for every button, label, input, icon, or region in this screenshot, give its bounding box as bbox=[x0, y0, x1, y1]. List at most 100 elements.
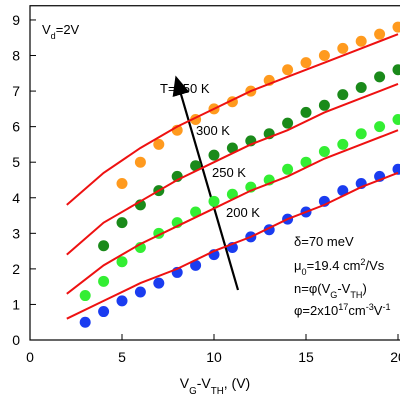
data-point bbox=[355, 82, 367, 94]
y-tick-label: 5 bbox=[12, 154, 20, 170]
plot-frame bbox=[29, 5, 400, 341]
y-tick-label: 8 bbox=[12, 48, 20, 64]
text-run: V bbox=[180, 375, 190, 391]
text-run: n=φ(V bbox=[294, 281, 331, 296]
fit-line bbox=[66, 83, 399, 256]
data-point bbox=[190, 160, 202, 172]
data-point bbox=[79, 316, 91, 328]
annotation: 200 K bbox=[226, 205, 260, 220]
data-point bbox=[226, 142, 238, 154]
data-point bbox=[116, 256, 128, 268]
data-point bbox=[116, 295, 128, 307]
subscript: G bbox=[189, 386, 197, 397]
data-point bbox=[300, 106, 312, 118]
data-point bbox=[337, 185, 349, 197]
superscript: 2 bbox=[360, 257, 365, 267]
data-point bbox=[392, 64, 400, 76]
x-tick-label: 5 bbox=[118, 349, 126, 365]
data-point bbox=[153, 138, 165, 150]
text-run: -V bbox=[337, 281, 350, 296]
subscript: TH bbox=[350, 290, 362, 300]
y-tick-label: 2 bbox=[12, 261, 20, 277]
data-point bbox=[337, 89, 349, 101]
data-point bbox=[282, 117, 294, 129]
text-run: =19.4 cm bbox=[307, 258, 361, 273]
data-point bbox=[208, 149, 220, 161]
text-run: μ bbox=[294, 258, 302, 273]
superscript: 17 bbox=[338, 302, 348, 312]
data-point bbox=[98, 306, 110, 318]
data-point bbox=[98, 275, 110, 287]
data-point bbox=[116, 217, 128, 229]
y-tick-label: 4 bbox=[12, 190, 20, 206]
text-run: -V bbox=[197, 375, 212, 391]
superscript: -3 bbox=[366, 302, 374, 312]
data-point bbox=[355, 35, 367, 47]
text-run: V bbox=[374, 303, 383, 318]
x-tick-label: 20 bbox=[390, 349, 400, 365]
data-point bbox=[134, 156, 146, 168]
data-point bbox=[392, 163, 400, 175]
x-tick-label: 10 bbox=[206, 349, 222, 365]
x-axis-label: VG-VTH, (V) bbox=[180, 375, 250, 397]
y-tick-label: 6 bbox=[12, 119, 20, 135]
annotation: μ0=19.4 cm2/Vs bbox=[294, 257, 385, 277]
x-tick-label: 15 bbox=[298, 349, 314, 365]
data-point bbox=[208, 195, 220, 207]
data-point bbox=[392, 21, 400, 33]
data-point bbox=[337, 138, 349, 150]
data-point bbox=[134, 286, 146, 298]
text-run: V bbox=[42, 22, 51, 37]
text-run: T=350 K bbox=[160, 81, 210, 96]
y-tick-label: 1 bbox=[12, 296, 20, 312]
text-run: δ=70 meV bbox=[294, 234, 354, 249]
text-run: 300 K bbox=[196, 123, 230, 138]
annotation: 250 K bbox=[212, 165, 246, 180]
data-point bbox=[226, 188, 238, 200]
subscript: G bbox=[330, 290, 337, 300]
text-run: 250 K bbox=[212, 165, 246, 180]
text-run: =2V bbox=[56, 22, 80, 37]
data-point bbox=[337, 42, 349, 54]
data-point bbox=[190, 259, 202, 271]
annotation: δ=70 meV bbox=[294, 234, 354, 249]
data-point bbox=[282, 163, 294, 175]
text-run: φ=2x10 bbox=[294, 303, 338, 318]
annotation: φ=2x1017cm-3V-1 bbox=[294, 302, 391, 318]
fit-line bbox=[66, 33, 399, 206]
arrow bbox=[172, 75, 240, 291]
data-point bbox=[318, 99, 330, 111]
data-point bbox=[116, 178, 128, 190]
data-point bbox=[190, 206, 202, 218]
annotation: T=350 K bbox=[160, 81, 210, 96]
annotation: Vd=2V bbox=[42, 22, 80, 41]
data-point bbox=[153, 277, 165, 289]
y-tick-label: 7 bbox=[12, 83, 20, 99]
data-point bbox=[392, 114, 400, 126]
fit-line bbox=[66, 129, 399, 295]
y-tick-label: 3 bbox=[12, 225, 20, 241]
text-run: ) bbox=[362, 281, 366, 296]
annotation: 300 K bbox=[196, 123, 230, 138]
data-point bbox=[300, 57, 312, 69]
text-run: 200 K bbox=[226, 205, 260, 220]
superscript: -1 bbox=[382, 302, 390, 312]
data-point bbox=[374, 121, 386, 133]
y-tick-label: 9 bbox=[12, 12, 20, 28]
data-point bbox=[282, 64, 294, 76]
text-run: cm bbox=[348, 303, 365, 318]
annotation: n=φ(VG-VTH) bbox=[294, 281, 367, 300]
subscript: TH bbox=[211, 386, 224, 397]
text-run: , (V) bbox=[224, 375, 250, 391]
data-point bbox=[300, 156, 312, 168]
data-point bbox=[98, 240, 110, 252]
subscript: 0 bbox=[302, 267, 307, 277]
text-run: /Vs bbox=[365, 258, 384, 273]
y-tick-label: 0 bbox=[12, 332, 20, 348]
data-point bbox=[79, 290, 91, 302]
data-point bbox=[374, 28, 386, 40]
data-point bbox=[355, 128, 367, 140]
data-point bbox=[318, 146, 330, 158]
